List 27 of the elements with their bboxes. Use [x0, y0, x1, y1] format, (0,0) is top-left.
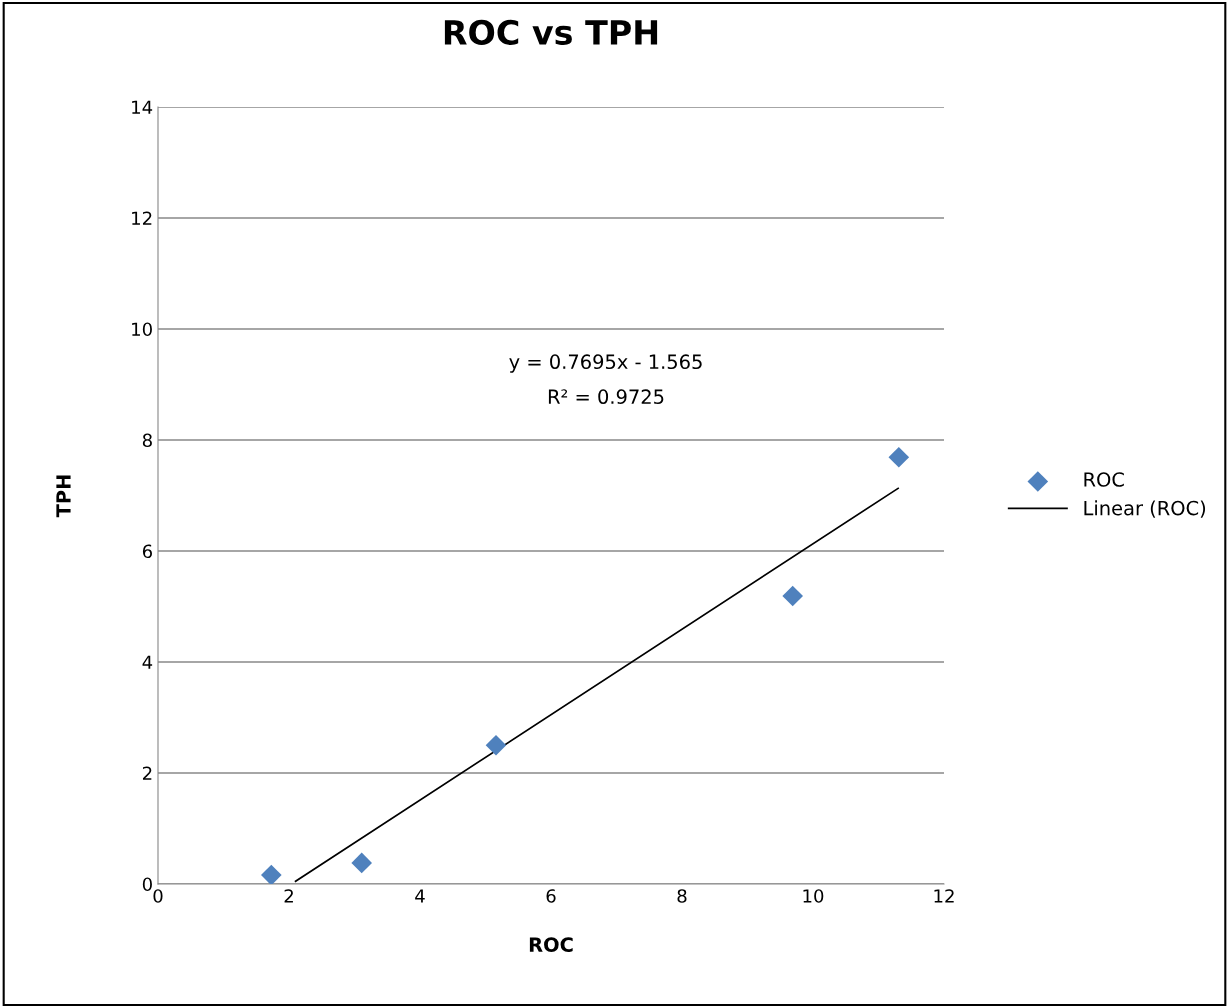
legend-label: ROC [1084, 472, 1124, 487]
y-axis-title: TPH [56, 475, 71, 518]
y-tick-label: 10 [132, 322, 152, 337]
y-tick-label: 4 [142, 655, 153, 669]
annotation: y = 0.7695x - 1.565 [509, 354, 702, 373]
y-tick-label: 0 [142, 877, 152, 892]
x-tick-label: 10 [803, 889, 824, 903]
point [351, 852, 373, 874]
x-tick-label: 12 [934, 889, 954, 903]
annotation: R² = 0.9725 [548, 389, 664, 405]
legend-label: Linear (ROC) [1084, 500, 1206, 518]
y-tick-label: 6 [142, 544, 152, 559]
y-tick-label: 8 [142, 433, 152, 448]
point [888, 446, 910, 468]
point [261, 864, 282, 884]
x-axis-title: ROC [529, 937, 573, 952]
x-tick-label: 4 [415, 889, 425, 903]
x-tick-label: 0 [153, 889, 163, 903]
point [485, 734, 507, 756]
chart-title: ROC vs TPH [444, 19, 658, 45]
x-tick-label: 8 [677, 889, 687, 903]
y-tick-label: 12 [132, 211, 152, 225]
x-tick-label: 6 [546, 889, 556, 903]
y-tick-label: 14 [132, 100, 153, 114]
y-tick-label: 2 [142, 766, 152, 780]
x-tick-label: 2 [284, 889, 293, 903]
point [782, 585, 803, 607]
